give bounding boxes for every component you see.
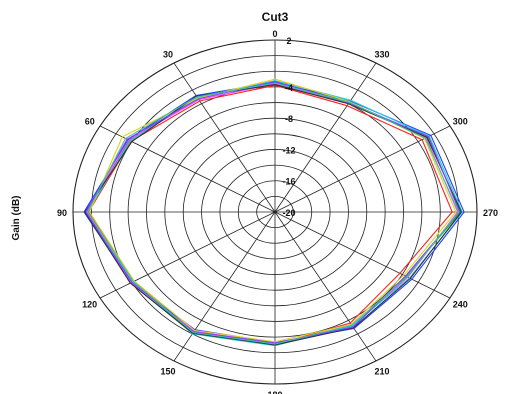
grid-spoke (274, 211, 377, 362)
radial-tick-label: -16 (282, 177, 295, 187)
series-line-5 (87, 80, 463, 347)
series-line-9 (87, 82, 460, 345)
radial-tick-label: -8 (285, 114, 293, 124)
series-line-7 (84, 84, 463, 346)
series-line-2 (83, 81, 465, 344)
angle-tick-label: 330 (374, 50, 389, 60)
polar-grid (72, 39, 478, 385)
angle-tick-label: 180 (267, 390, 282, 394)
angle-tick-label: 150 (160, 367, 175, 377)
grid-spoke (173, 62, 276, 213)
angle-tick-label: 60 (85, 117, 95, 127)
label-group: 0 30 60 90 120 150 180 210 240 270 300 330 2 -4 -8 -12 -… (57, 29, 498, 394)
chart-title: Cut3 (262, 10, 289, 24)
radial-tick-label: -12 (282, 146, 295, 156)
grid-spoke (274, 62, 377, 213)
series-line-3 (85, 82, 462, 345)
angle-tick-label: 30 (163, 50, 173, 60)
radial-tick-label: -4 (285, 83, 293, 93)
y-axis-label: Gain (dB) (11, 196, 22, 241)
angle-tick-label: 120 (82, 300, 97, 310)
angle-tick-label: 210 (374, 367, 389, 377)
radial-tick-label: -20 (282, 208, 295, 218)
radial-tick-label: 2 (286, 36, 291, 46)
angle-tick-label: 0 (272, 29, 277, 39)
grid-spoke (99, 211, 276, 299)
series-group (83, 78, 465, 347)
angle-tick-label: 90 (57, 208, 67, 218)
grid-spoke (274, 211, 451, 299)
angle-tick-label: 240 (453, 300, 468, 310)
grid-spoke (274, 125, 451, 213)
series-line-6 (88, 78, 457, 343)
grid-spoke (173, 211, 276, 362)
angle-tick-label: 300 (453, 117, 468, 127)
series-line-8 (85, 80, 461, 344)
grid-spoke (99, 125, 276, 213)
angle-tick-label: 270 (483, 208, 498, 218)
